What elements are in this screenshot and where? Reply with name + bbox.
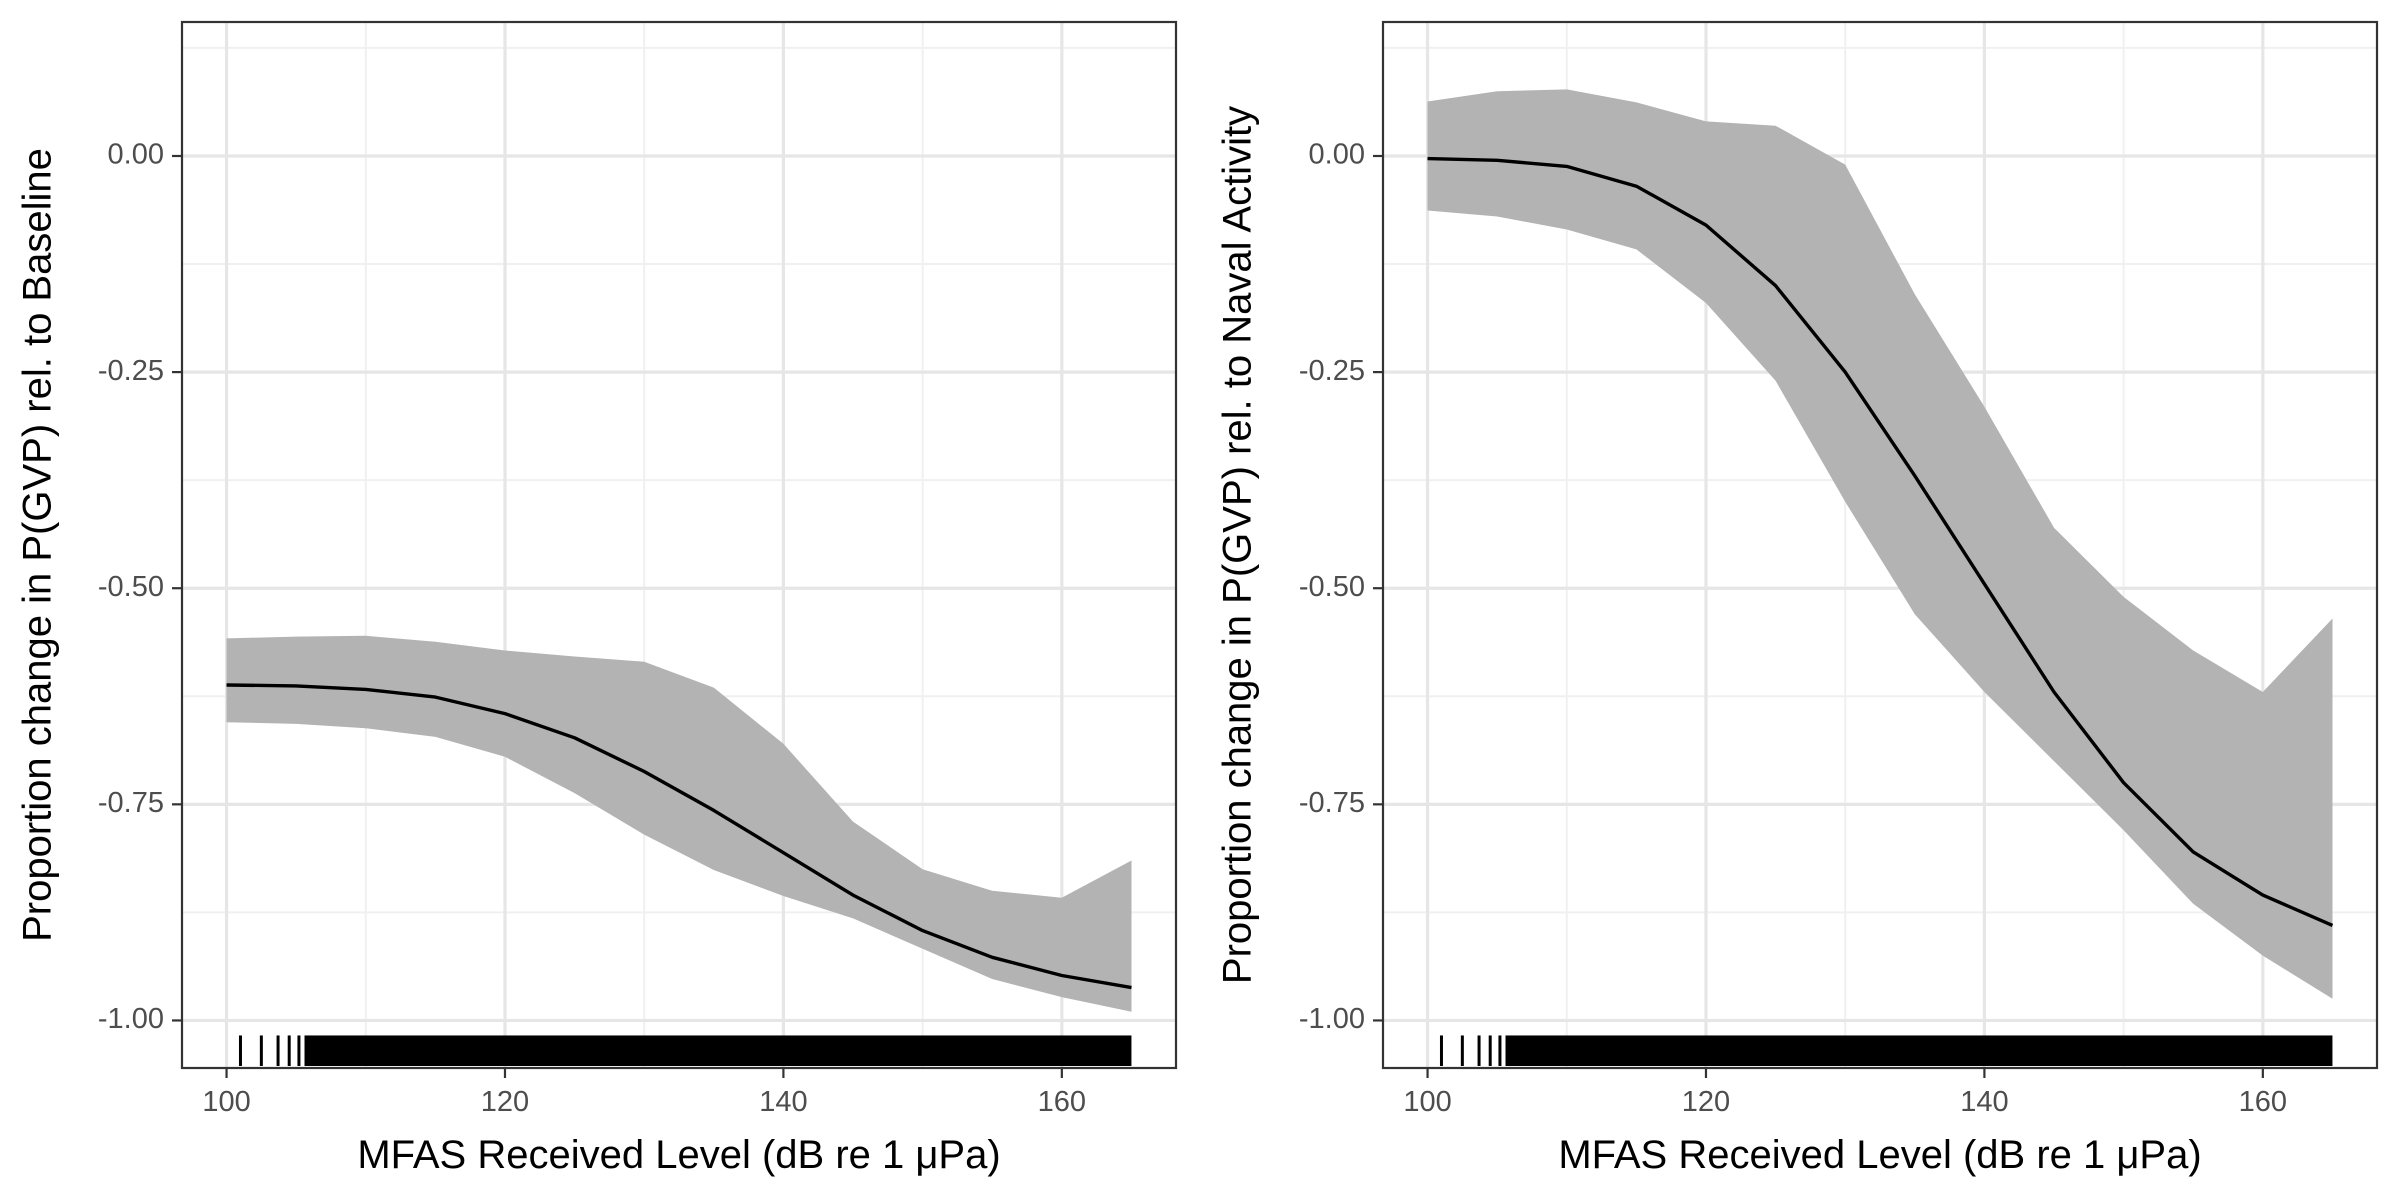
y-tick-label: -0.25 bbox=[1299, 355, 1365, 387]
x-tick-label: 100 bbox=[1403, 1086, 1451, 1118]
rug-dense-block bbox=[304, 1035, 1132, 1066]
x-tick-label: 140 bbox=[759, 1086, 807, 1118]
x-tick-label: 160 bbox=[2239, 1086, 2287, 1118]
y-tick-label: -0.50 bbox=[98, 571, 164, 603]
right-panel: 0.00 -0.25 -0.50 -0.75 -1.00 100 120 140 160 MFAS… bbox=[1216, 20, 2379, 1177]
confidence-band bbox=[1427, 89, 2333, 999]
x-tick-label: 100 bbox=[202, 1086, 250, 1118]
x-axis-title: MFAS Received Level (dB re 1 μPa) bbox=[357, 1133, 1000, 1177]
y-tick-label: -1.00 bbox=[98, 1003, 164, 1035]
estimate-line bbox=[226, 683, 1132, 990]
y-tick-label: -0.25 bbox=[98, 355, 164, 387]
x-tick-label: 140 bbox=[1960, 1086, 2008, 1118]
x-tick-label: 160 bbox=[1038, 1086, 1086, 1118]
y-tick-label: -0.75 bbox=[98, 787, 164, 819]
estimate-line bbox=[1427, 156, 2334, 927]
y-tick-label: -0.75 bbox=[1299, 787, 1365, 819]
y-tick-label: 0.00 bbox=[108, 139, 164, 171]
y-tick-label: -1.00 bbox=[1299, 1003, 1365, 1035]
panel-border bbox=[180, 20, 1178, 1070]
y-tick-label: -0.50 bbox=[1299, 571, 1365, 603]
rug-dense-block bbox=[1505, 1035, 2333, 1066]
left-panel: 0.00 -0.25 -0.50 -0.75 -1.00 100 120 140 160 MFAS… bbox=[16, 20, 1178, 1177]
x-axis-title: MFAS Received Level (dB re 1 μPa) bbox=[1558, 1133, 2201, 1177]
panel-border bbox=[1381, 20, 2379, 1070]
y-axis-title: Proportion change in P(GVP) rel. to Base… bbox=[16, 148, 60, 942]
y-axis-title: Proportion change in P(GVP) rel. to Nava… bbox=[1216, 106, 1260, 984]
x-tick-label: 120 bbox=[481, 1086, 529, 1118]
confidence-band bbox=[226, 635, 1132, 1012]
x-tick-label: 120 bbox=[1682, 1086, 1730, 1118]
y-tick-label: 0.00 bbox=[1309, 139, 1365, 171]
